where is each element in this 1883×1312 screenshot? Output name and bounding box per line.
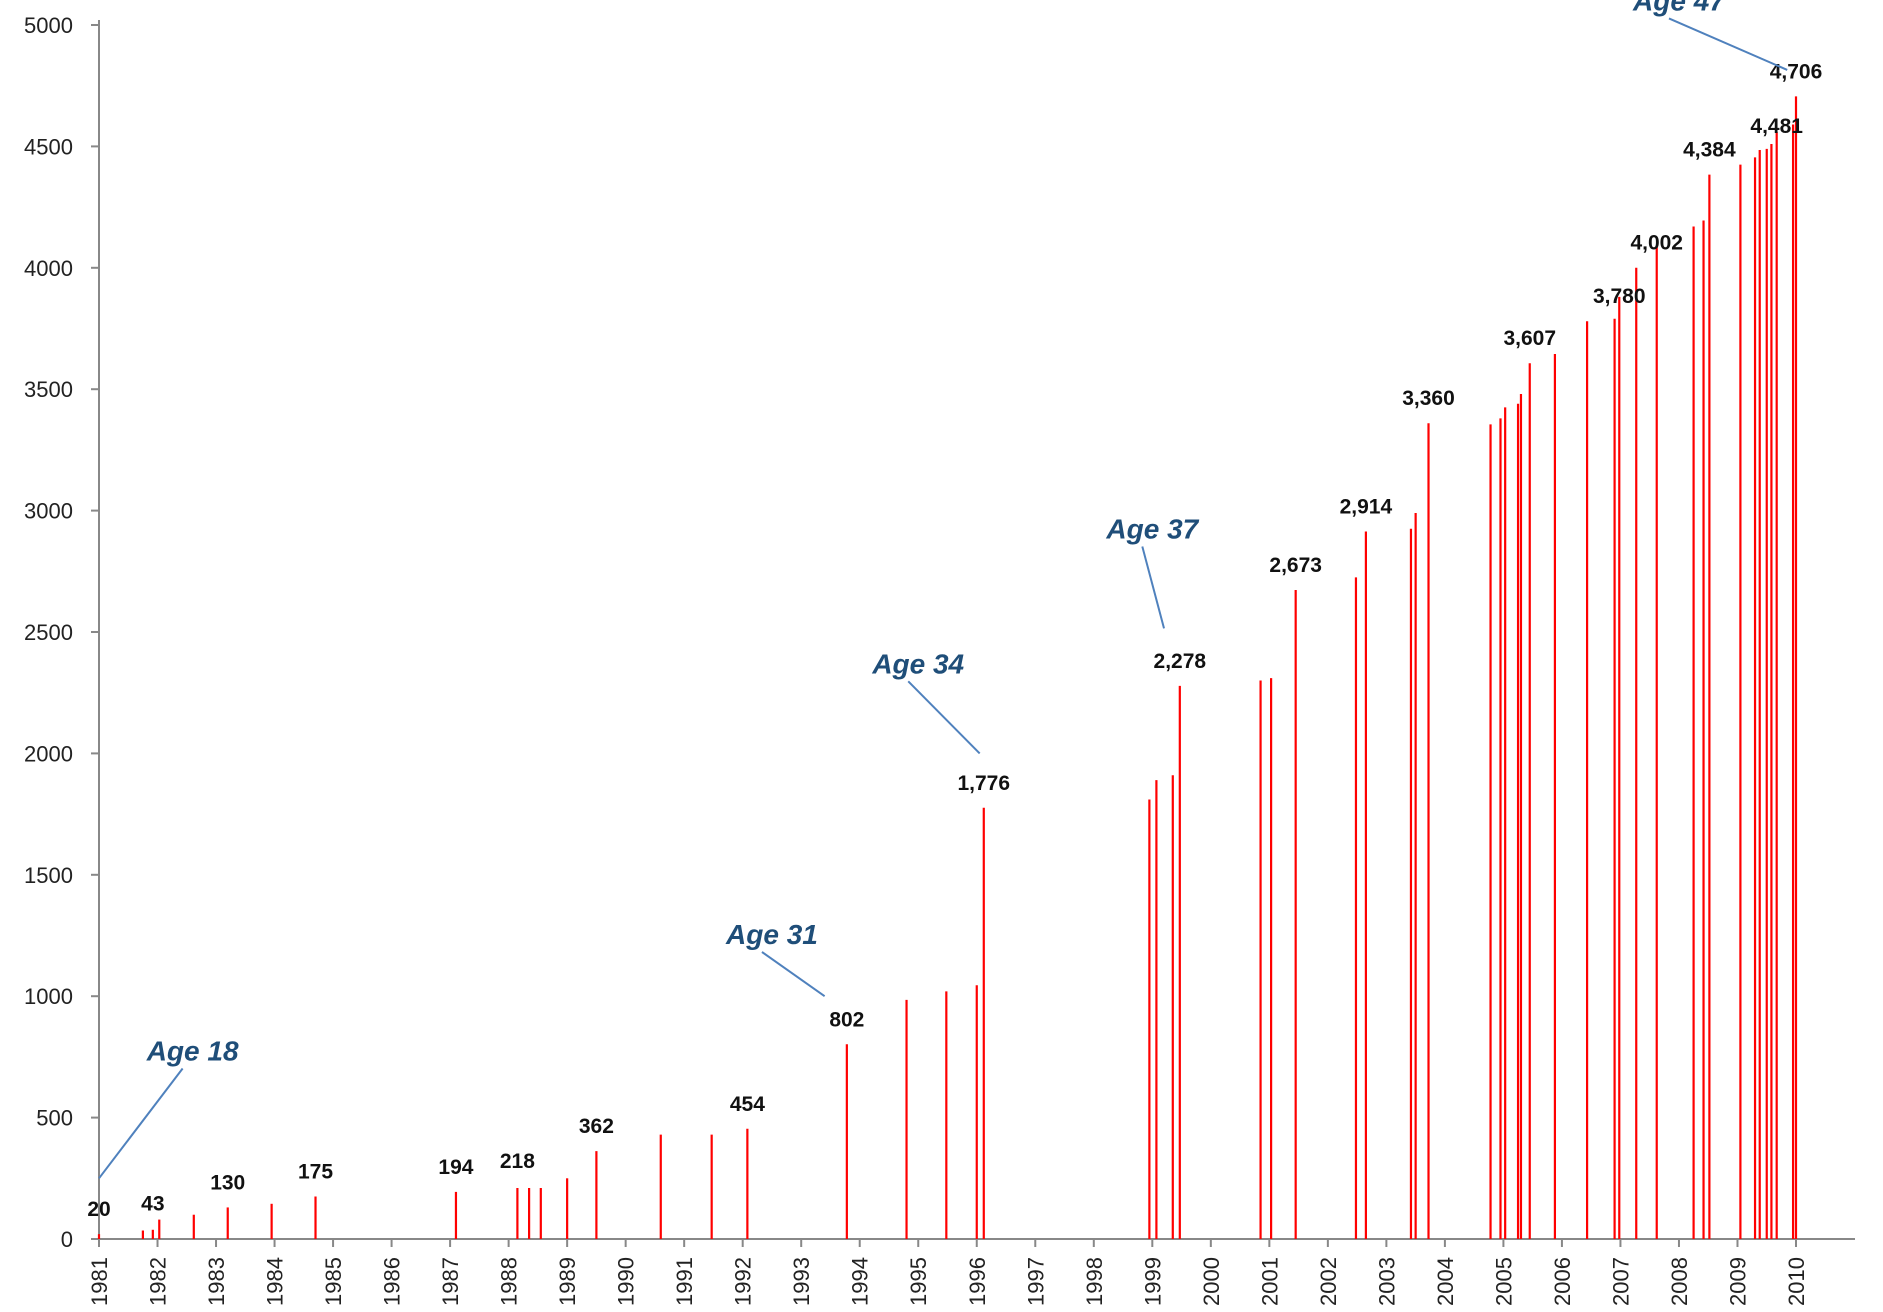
x-tick-label: 2009 <box>1725 1257 1750 1306</box>
data-label: 362 <box>579 1115 614 1138</box>
data-label: 194 <box>438 1156 473 1179</box>
x-tick-label: 2002 <box>1316 1257 1341 1306</box>
x-tick-label: 1995 <box>906 1257 931 1306</box>
data-label: 175 <box>298 1161 333 1184</box>
x-tick-label: 2006 <box>1550 1257 1575 1306</box>
x-tick-label: 2000 <box>1199 1257 1224 1306</box>
y-tick-label: 0 <box>61 1227 73 1252</box>
age-annotation: Age 37 <box>1105 514 1199 545</box>
data-label: 1,776 <box>957 772 1010 795</box>
data-label: 4,706 <box>1770 60 1823 83</box>
y-tick-label: 1000 <box>24 984 73 1009</box>
data-label: 218 <box>500 1150 535 1173</box>
x-tick-label: 1987 <box>438 1257 463 1306</box>
y-tick-label: 3000 <box>24 499 73 524</box>
age-annotation: Age 18 <box>146 1036 239 1067</box>
y-tick-label: 3500 <box>24 377 73 402</box>
bars <box>97 96 1798 1239</box>
x-tick-label: 1999 <box>1140 1257 1165 1306</box>
y-tick-label: 4500 <box>24 134 73 159</box>
data-label: 4,384 <box>1683 139 1736 162</box>
x-tick-label: 1993 <box>789 1257 814 1306</box>
data-labels: 20 43 130 175 194 218 362 454 802 1,776 2,278 2,673… <box>87 60 1822 1221</box>
data-label: 3,360 <box>1402 387 1455 410</box>
annotation-leader-line <box>1141 546 1165 629</box>
data-label: 2,673 <box>1269 554 1322 577</box>
data-label: 2,914 <box>1340 495 1393 518</box>
data-label: 20 <box>87 1198 110 1221</box>
x-tick-label: 1996 <box>965 1257 990 1306</box>
data-label: 4,002 <box>1630 231 1683 254</box>
x-tick-label: 1982 <box>146 1257 171 1306</box>
y-tick-label: 5000 <box>24 13 73 38</box>
y-tick-label: 1500 <box>24 863 73 888</box>
data-label: 3,780 <box>1593 285 1646 308</box>
data-label: 2,278 <box>1154 650 1207 673</box>
axes: 0 500 1000 1500 2000 2500 3000 3500 4000 4500 5000… <box>24 13 1855 1306</box>
x-tick-label: 1985 <box>321 1257 346 1306</box>
x-tick-label: 1981 <box>87 1257 112 1306</box>
y-tick-label: 2500 <box>24 620 73 645</box>
annotation-leader-line <box>761 951 826 998</box>
age-annotation: Age 47 <box>1632 0 1726 16</box>
x-tick-label: 1989 <box>555 1257 580 1306</box>
x-tick-label: 2010 <box>1784 1257 1809 1306</box>
data-label: 43 <box>141 1193 164 1216</box>
x-tick-label: 2007 <box>1608 1257 1633 1306</box>
x-tick-label: 1998 <box>1082 1257 1107 1306</box>
annotation-leader-line <box>98 1067 184 1179</box>
data-label: 454 <box>730 1093 765 1116</box>
annotation-leader-line <box>1668 17 1788 71</box>
x-tick-label: 1986 <box>380 1257 405 1306</box>
x-tick-label: 1988 <box>497 1257 522 1306</box>
age-annotation: Age 34 <box>871 648 964 679</box>
x-tick-label: 1991 <box>672 1257 697 1306</box>
x-tick-label: 2003 <box>1374 1257 1399 1306</box>
x-tick-label: 2001 <box>1257 1257 1282 1306</box>
data-label: 3,607 <box>1503 327 1556 350</box>
x-tick-label: 1990 <box>614 1257 639 1306</box>
x-tick-label: 1983 <box>204 1257 229 1306</box>
y-tick-label: 500 <box>36 1106 73 1131</box>
annotations: Age 18 Age 31 Age 34 Age 37 Age 47 <box>98 0 1788 1179</box>
annotation-leader-line <box>907 680 981 755</box>
x-tick-label: 1992 <box>731 1257 756 1306</box>
age-annotation: Age 31 <box>725 919 818 950</box>
x-tick-label: 1994 <box>848 1257 873 1306</box>
y-tick-label: 4000 <box>24 256 73 281</box>
data-label: 802 <box>829 1008 864 1031</box>
x-tick-label: 2004 <box>1433 1257 1458 1306</box>
x-tick-label: 1984 <box>263 1257 288 1306</box>
data-label: 130 <box>210 1171 245 1194</box>
x-tick-label: 2005 <box>1491 1257 1516 1306</box>
x-tick-label: 2008 <box>1667 1257 1692 1306</box>
x-tick-label: 1997 <box>1023 1257 1048 1306</box>
y-tick-label: 2000 <box>24 741 73 766</box>
data-label: 4,481 <box>1750 115 1803 138</box>
